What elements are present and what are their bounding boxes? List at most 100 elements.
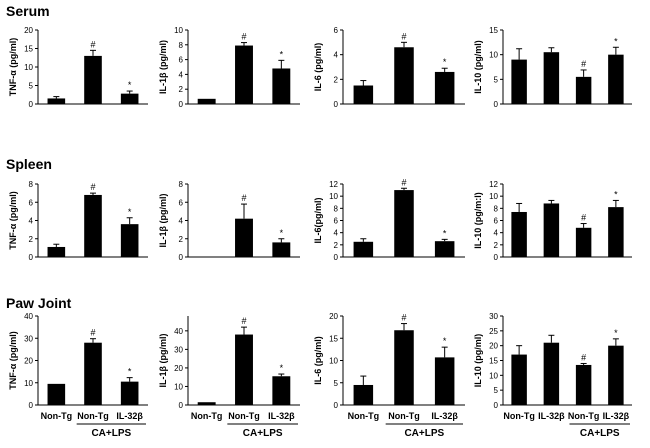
panel-2-4-ytick-label-1: 2: [494, 241, 499, 250]
panel-1-4-ylabel: IL-10 (pg/ml): [473, 40, 483, 94]
panel-3-3-annotation-2: *: [443, 336, 447, 346]
row-title-serum: Serum: [6, 3, 50, 19]
panel-1-3-annotation-1: #: [401, 31, 406, 41]
panel-3-3-ytick-label-4: 20: [329, 312, 338, 321]
panel-2-3-annotation-1: #: [401, 177, 406, 187]
panel-3-4-xtick-label-1: IL-32β: [538, 411, 565, 421]
panel-1-3-ytick-label-1: 2: [334, 75, 339, 84]
panel-3-2-ytick-label-0: 0: [179, 401, 184, 410]
panel-3-3-annotation-1: #: [401, 313, 406, 323]
panel-1-2-ytick-label-1: 2: [179, 85, 184, 94]
panel-1-4-ytick-label-1: 5: [494, 75, 499, 84]
panel-3-3-ylabel: IL-6 (pg/ml): [313, 336, 323, 385]
panel-2-4-ylabel: IL-10 (pg/m:l): [473, 192, 483, 249]
panel-3-2-ytick-label-3: 30: [174, 345, 183, 354]
panel-2-2-annotation-2: *: [280, 228, 284, 238]
panel-3-3-bar-1: [394, 330, 414, 405]
panel-2-2-ytick-label-1: 2: [179, 235, 184, 244]
panel-3-3-bar-0: [353, 384, 374, 405]
panel-1-1-ylabel: TNF-α (pg/ml): [8, 38, 18, 97]
panel-1-1-ytick-label-3: 15: [24, 45, 33, 54]
panel-1-4-bar-0: [511, 59, 527, 104]
panel-3-2-bar-1: [235, 334, 253, 405]
panel-3-3-group-label: CA+LPS: [404, 428, 444, 439]
panel-3-1-bar-1: [84, 342, 102, 405]
panel-2-4-bar-2: [575, 227, 592, 257]
panel-2-3-bar-0: [353, 241, 374, 257]
panel-3-2-bar-0: [197, 402, 216, 405]
panel-2-4-annotation-2: #: [581, 213, 586, 223]
panel-1-1-annotation-2: *: [128, 80, 132, 90]
panel-1-2-bar-0: [197, 98, 216, 104]
panel-3-2-bar-2: [272, 376, 291, 405]
panel-2-3-ytick-label-2: 4: [334, 229, 339, 238]
panel-1-2-ytick-label-2: 4: [179, 70, 184, 79]
panel-2-1-ytick-label-1: 2: [29, 235, 34, 244]
panel-3-1-bar-2: [120, 381, 139, 405]
panel-3-4-ytick-label-1: 5: [494, 386, 499, 395]
panel-3-3-ytick-label-1: 5: [334, 379, 339, 388]
panel-3-2-group-label: CA+LPS: [243, 428, 283, 439]
panel-3-2-ylabel: IL-1β (pg/ml): [158, 334, 168, 388]
panel-2-3-ytick-label-5: 10: [329, 192, 338, 201]
panel-3-4-ytick-label-3: 15: [489, 357, 498, 366]
panel-3-1-ytick-label-2: 20: [24, 357, 33, 366]
panel-3-4-annotation-3: *: [614, 328, 618, 338]
panel-2-3-ytick-label-0: 0: [334, 253, 339, 262]
panel-2-2-ytick-label-2: 4: [179, 217, 184, 226]
panel-3-1-ytick-label-0: 0: [29, 401, 34, 410]
panel-1-2-ytick-label-3: 6: [179, 56, 184, 65]
panel-2-1-bar-1: [84, 194, 102, 257]
panel-3-4-group-label: CA+LPS: [580, 428, 620, 439]
panel-2-4-ytick-label-0: 0: [494, 253, 499, 262]
panel-3-4-ylabel: IL-10 (pg/ml): [473, 334, 483, 388]
panel-1-1-ytick-label-4: 20: [24, 26, 33, 35]
panel-3-2-annotation-2: *: [280, 363, 284, 373]
panel-2-2-bar-1: [235, 218, 253, 257]
panel-1-2-annotation-2: *: [280, 49, 284, 59]
panel-3-4-bar-1: [543, 342, 560, 405]
panel-1-1-ytick-label-1: 5: [29, 82, 34, 91]
panel-3-4-xtick-label-2: Non-Tg: [568, 411, 600, 421]
panel-3-3-xtick-label-0: Non-Tg: [348, 411, 380, 421]
row-title-spleen: Spleen: [6, 156, 52, 172]
panel-1-2-ytick-label-5: 10: [174, 26, 183, 35]
panel-1-3-bar-1: [394, 47, 414, 104]
panel-3-1-ytick-label-3: 30: [24, 334, 33, 343]
panel-2-2-ytick-label-0: 0: [179, 253, 184, 262]
panel-3-4-ytick-label-2: 10: [489, 371, 498, 380]
panel-2-4-annotation-3: *: [614, 189, 618, 199]
panel-1-2-ylabel: IL-1β (pg/ml): [158, 40, 168, 94]
panel-3-1-ytick-label-4: 40: [24, 312, 33, 321]
panel-1-2-bar-2: [272, 68, 291, 104]
panel-3-1-group-label: CA+LPS: [91, 428, 131, 439]
panel-1-3-ylabel: IL-6 (pg/ml): [313, 43, 323, 92]
panel-2-3-ytick-label-3: 6: [334, 217, 339, 226]
panel-2-4-ytick-label-3: 6: [494, 217, 499, 226]
panel-3-4-annotation-2: #: [581, 352, 586, 362]
panel-2-1-bar-2: [120, 224, 139, 257]
panel-1-4-ytick-label-0: 0: [494, 100, 499, 109]
panel-1-1-annotation-1: #: [90, 39, 95, 49]
panel-2-1-annotation-1: #: [90, 182, 95, 192]
panel-2-4-ytick-label-2: 4: [494, 229, 499, 238]
panel-2-1-bar-0: [47, 246, 66, 257]
panel-2-4-ytick-label-5: 10: [489, 192, 498, 201]
panel-3-1-annotation-1: #: [90, 328, 95, 338]
panel-1-2-ytick-label-0: 0: [179, 100, 184, 109]
panel-2-4-bar-3: [608, 207, 624, 257]
panel-1-3-annotation-2: *: [443, 57, 447, 67]
panel-2-3-ytick-label-4: 8: [334, 204, 339, 213]
panel-1-2-bar-1: [235, 45, 253, 104]
panel-1-3-ytick-label-2: 4: [334, 51, 339, 60]
panel-1-3-bar-2: [434, 71, 455, 104]
panel-2-3-ylabel: IL-6(pg/ml): [313, 198, 323, 244]
panel-1-1-ytick-label-0: 0: [29, 100, 34, 109]
panel-3-3-ytick-label-0: 0: [334, 401, 339, 410]
panel-1-4-annotation-3: *: [614, 36, 618, 46]
panel-3-2-xtick-label-0: Non-Tg: [191, 411, 223, 421]
panel-3-1-ytick-label-1: 10: [24, 379, 33, 388]
panel-1-3-ytick-label-0: 0: [334, 100, 339, 109]
panel-3-1-xtick-label-0: Non-Tg: [41, 411, 73, 421]
panel-2-4-bar-1: [543, 203, 560, 257]
